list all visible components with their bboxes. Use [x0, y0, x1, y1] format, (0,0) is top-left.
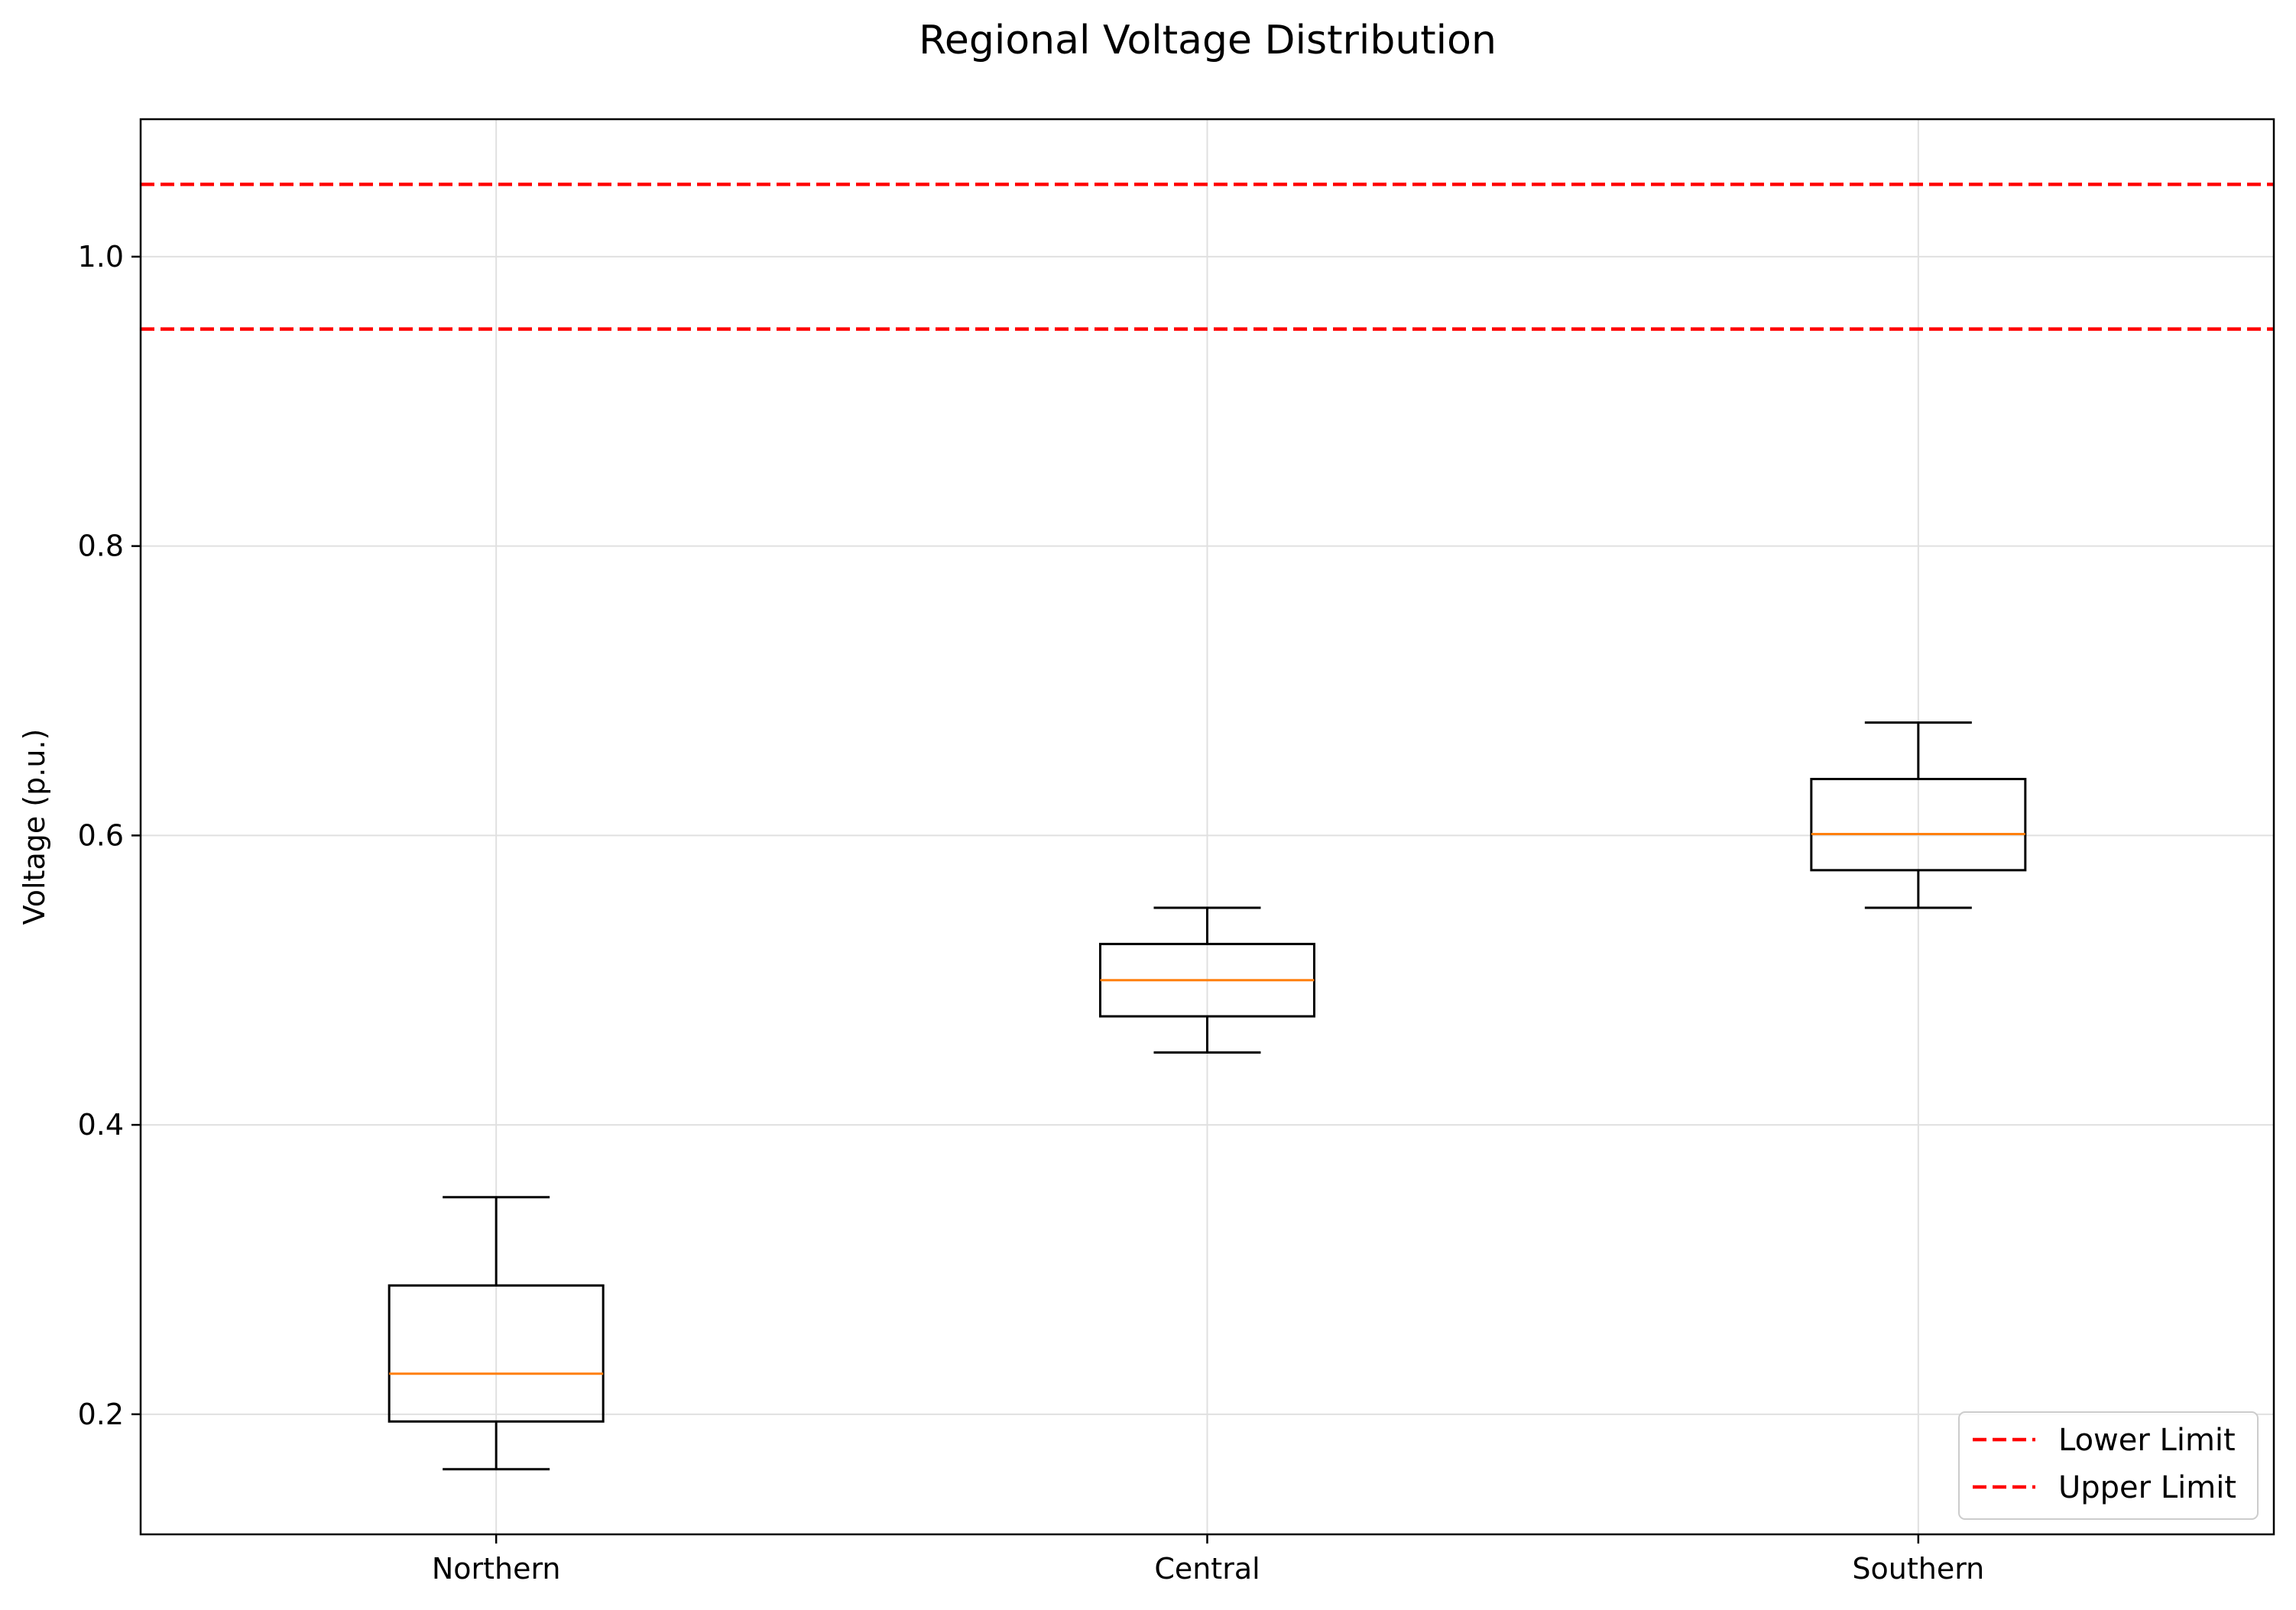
legend-label: Lower Limit: [2058, 1423, 2236, 1458]
y-tick-label: 0.8: [78, 530, 124, 563]
box-plots: [388, 721, 2027, 1471]
y-tick-label: 0.4: [78, 1108, 124, 1142]
chart-title: Regional Voltage Distribution: [919, 18, 1497, 63]
y-tick-label: 1.0: [78, 240, 124, 274]
reference-lines: [141, 182, 2274, 331]
grid-lines: [141, 119, 2274, 1534]
iqr-box: [1810, 778, 2027, 872]
x-axis-ticks: Northern Central Southern: [432, 1534, 1984, 1586]
box-central: [1099, 906, 1315, 1054]
y-axis-label: Voltage (p.u.): [18, 729, 51, 925]
y-tick-label: 0.2: [78, 1398, 124, 1431]
y-axis-ticks: 0.2 0.4 0.6 0.8 1.0: [78, 240, 141, 1431]
legend-label: Upper Limit: [2058, 1470, 2236, 1505]
legend: Lower Limit Upper Limit: [1958, 1411, 2259, 1520]
x-tick-label: Northern: [432, 1552, 561, 1586]
box-northern: [388, 1196, 605, 1471]
iqr-box: [388, 1284, 605, 1423]
y-tick-label: 0.6: [78, 818, 124, 852]
x-tick-label: Southern: [1852, 1552, 1984, 1586]
x-tick-label: Central: [1154, 1552, 1260, 1586]
box-southern: [1810, 721, 2027, 909]
